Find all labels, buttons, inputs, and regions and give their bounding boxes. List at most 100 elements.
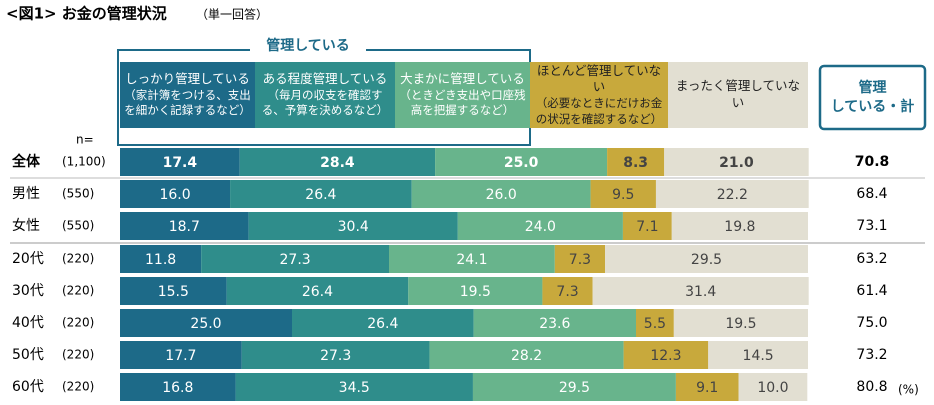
category-label: 男性 (12, 186, 40, 202)
total-value: 73.2 (856, 347, 887, 363)
n-value: (220) (62, 252, 94, 266)
n-value: (220) (62, 348, 94, 362)
bar-segment (239, 148, 436, 176)
bar-segment (429, 341, 624, 369)
n-value: (550) (62, 219, 94, 233)
legend-name: 大まかに管理している (400, 71, 525, 87)
value-label: 30.4 (338, 219, 369, 235)
value-label: 19.8 (724, 219, 755, 235)
n-value: (550) (62, 187, 94, 201)
n-value: (220) (62, 284, 94, 298)
legend-note: （必要なときにだけお金の状況を確認するなど） (535, 96, 663, 126)
bar-segment (120, 373, 236, 401)
value-label: 26.4 (302, 284, 333, 300)
total-value: 70.8 (855, 154, 890, 170)
legend-note: （ときどき支出や口座残高を把握するなど） (399, 87, 526, 118)
value-label: 7.1 (636, 219, 658, 235)
value-label: 26.4 (367, 316, 398, 332)
value-label: 23.6 (539, 316, 570, 332)
value-label: 28.4 (320, 155, 355, 171)
n-value: (1,100) (62, 155, 106, 169)
bar-segment (664, 148, 809, 176)
value-label: 18.7 (169, 219, 200, 235)
bar-segment (120, 309, 292, 337)
bar-segment (120, 277, 227, 305)
category-label: 20代 (12, 251, 44, 267)
bar-segment (120, 212, 249, 240)
bar-segment (623, 341, 709, 369)
value-label: 22.2 (717, 187, 748, 203)
value-label: 29.5 (691, 252, 722, 268)
legend-name: しっかり管理している (125, 71, 250, 87)
unit-label: (%) (898, 383, 919, 397)
value-label: 28.2 (511, 348, 542, 364)
bar-segment (605, 245, 808, 273)
total-header: 管理 している・計 (820, 66, 925, 129)
value-label: 15.5 (158, 284, 189, 300)
bar-segment (592, 277, 809, 305)
bar-segment (636, 309, 674, 337)
bar-segment (408, 277, 543, 305)
value-label: 24.1 (456, 252, 487, 268)
category-label: 60代 (12, 379, 44, 395)
category-label: 40代 (12, 315, 44, 331)
total-value: 80.8 (856, 379, 887, 395)
bar-segment (738, 373, 808, 401)
legend-box: まったく管理していない (668, 62, 808, 128)
bar-segment (248, 212, 458, 240)
bar-segment (226, 277, 409, 305)
n-label: n= (76, 133, 94, 147)
value-label: 26.4 (305, 187, 336, 203)
value-label: 19.5 (725, 316, 756, 332)
n-value: (220) (62, 316, 94, 330)
bar-segment (435, 148, 608, 176)
value-label: 7.3 (556, 284, 578, 300)
bar-segment (622, 212, 672, 240)
n-value: (220) (62, 380, 94, 394)
legend-note: （家計簿をつける、支出を細かく記録するなど） (124, 87, 251, 118)
value-label: 11.8 (145, 252, 176, 268)
bar-segment (120, 245, 202, 273)
value-label: 29.5 (559, 380, 590, 396)
total-value: 61.4 (856, 283, 887, 299)
value-label: 31.4 (685, 284, 716, 300)
value-label: 26.0 (486, 187, 517, 203)
bar-segment (673, 309, 808, 337)
bar-segment (230, 180, 412, 208)
bar-segment (411, 180, 591, 208)
bar-segment (201, 245, 390, 273)
value-label: 8.3 (623, 155, 648, 171)
bar-segment (590, 180, 656, 208)
value-label: 27.3 (280, 252, 311, 268)
value-label: 9.1 (696, 380, 718, 396)
bar-segment (473, 309, 636, 337)
bar-segment (472, 373, 676, 401)
category-label: 全体 (11, 153, 41, 170)
bar-segment (235, 373, 473, 401)
bar-segment (708, 341, 808, 369)
value-label: 17.7 (165, 348, 196, 364)
legend-name: ある程度管理している (262, 71, 388, 87)
legend-box: ほとんど管理していない （必要なときにだけお金の状況を確認するなど） (530, 62, 668, 128)
bar-segment (389, 245, 555, 273)
value-label: 25.0 (190, 316, 221, 332)
value-label: 10.0 (757, 380, 788, 396)
value-label: 24.0 (525, 219, 556, 235)
bar-segment (457, 212, 623, 240)
category-label: 50代 (12, 347, 44, 363)
value-label: 16.0 (159, 187, 190, 203)
value-label: 16.8 (162, 380, 193, 396)
value-label: 14.5 (743, 348, 774, 364)
value-label: 7.3 (569, 252, 591, 268)
total-value: 68.4 (856, 186, 887, 202)
bar-segment (292, 309, 474, 337)
bar-segment (655, 180, 809, 208)
bar-segment (241, 341, 430, 369)
bar-segment (120, 148, 240, 176)
total-value: 63.2 (856, 251, 887, 267)
value-label: 25.0 (504, 155, 539, 171)
legend-name: まったく管理していない (675, 78, 801, 110)
total-value: 73.1 (856, 218, 887, 234)
total-value: 75.0 (856, 315, 887, 331)
